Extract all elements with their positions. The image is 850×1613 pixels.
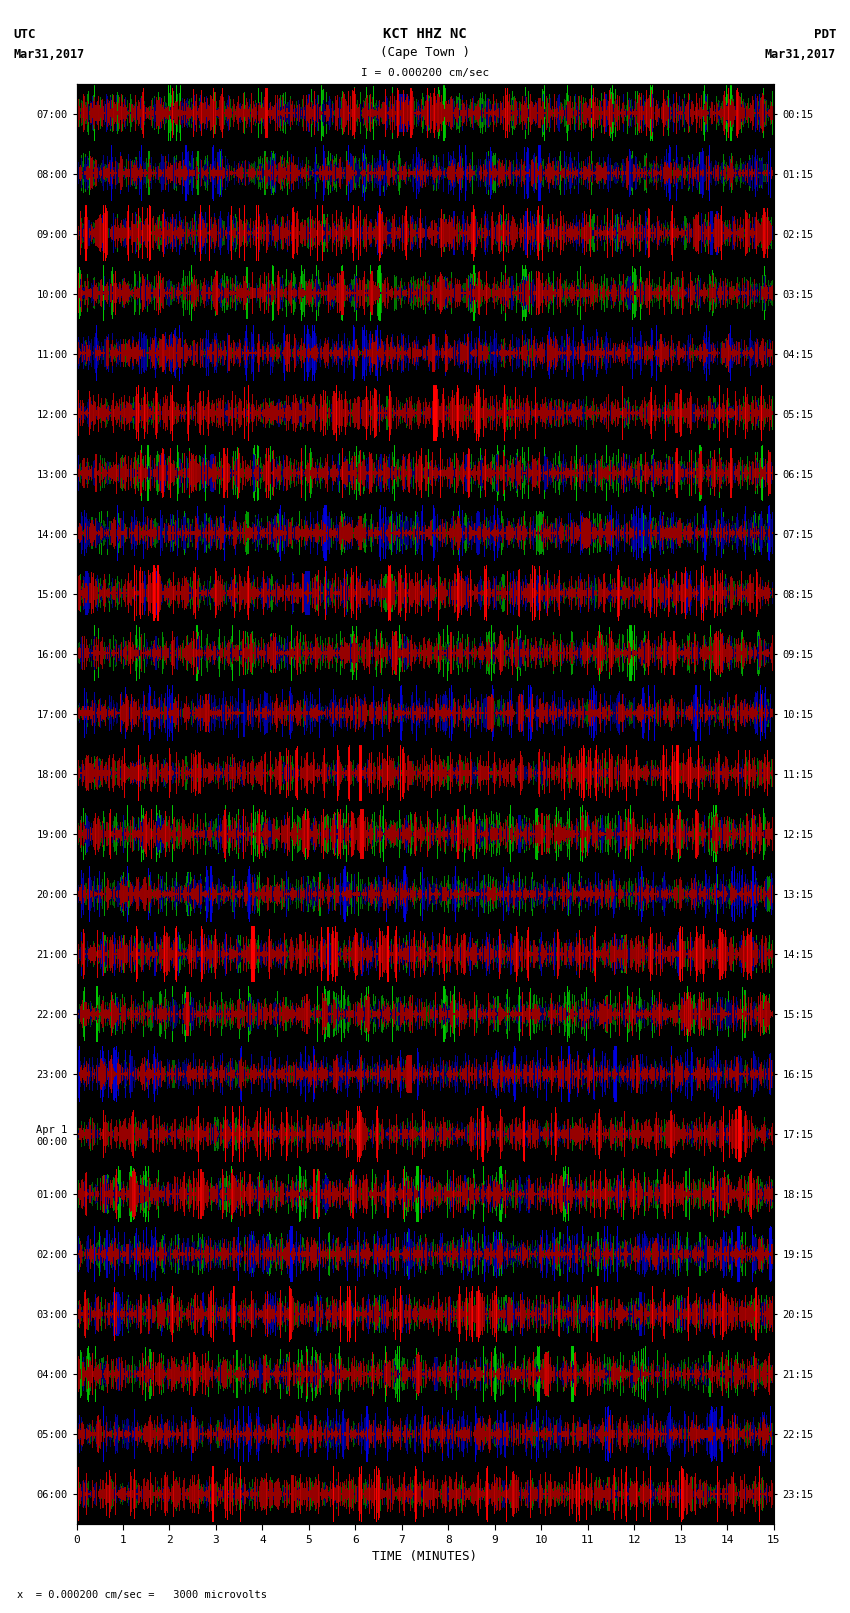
Text: PDT: PDT — [813, 27, 836, 40]
Text: x  = 0.000200 cm/sec =   3000 microvolts: x = 0.000200 cm/sec = 3000 microvolts — [17, 1590, 267, 1600]
X-axis label: TIME (MINUTES): TIME (MINUTES) — [372, 1550, 478, 1563]
Text: KCT HHZ NC: KCT HHZ NC — [383, 27, 467, 40]
Text: I = 0.000200 cm/sec: I = 0.000200 cm/sec — [361, 68, 489, 77]
Text: UTC: UTC — [14, 27, 37, 40]
Text: Mar31,2017: Mar31,2017 — [765, 48, 836, 61]
Text: Mar31,2017: Mar31,2017 — [14, 48, 85, 61]
Text: (Cape Town ): (Cape Town ) — [380, 47, 470, 60]
